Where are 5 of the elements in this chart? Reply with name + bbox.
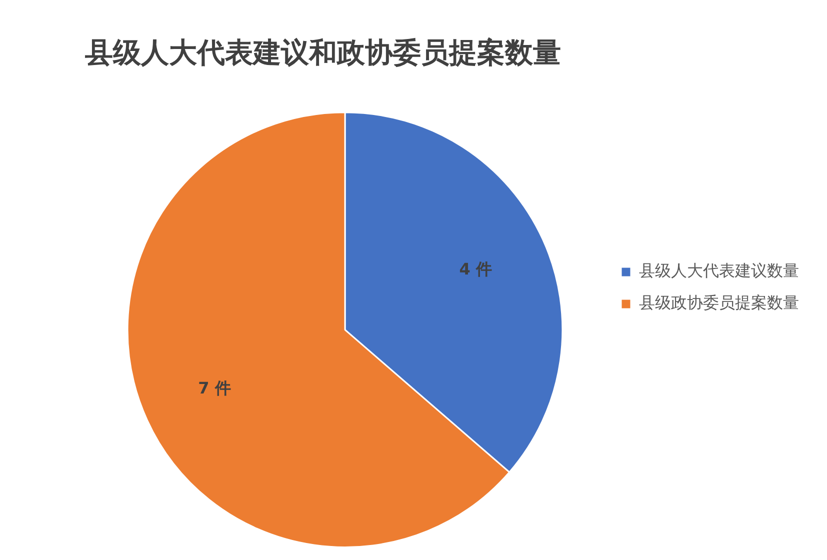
chart-title: 县级人大代表建议和政协委员提案数量 bbox=[84, 36, 561, 70]
legend-label: 县级人大代表建议数量 bbox=[639, 261, 799, 280]
legend-label: 县级政协委员提案数量 bbox=[639, 293, 799, 312]
data-label: 4 件 bbox=[459, 259, 492, 278]
data-label: 7 件 bbox=[198, 378, 231, 398]
